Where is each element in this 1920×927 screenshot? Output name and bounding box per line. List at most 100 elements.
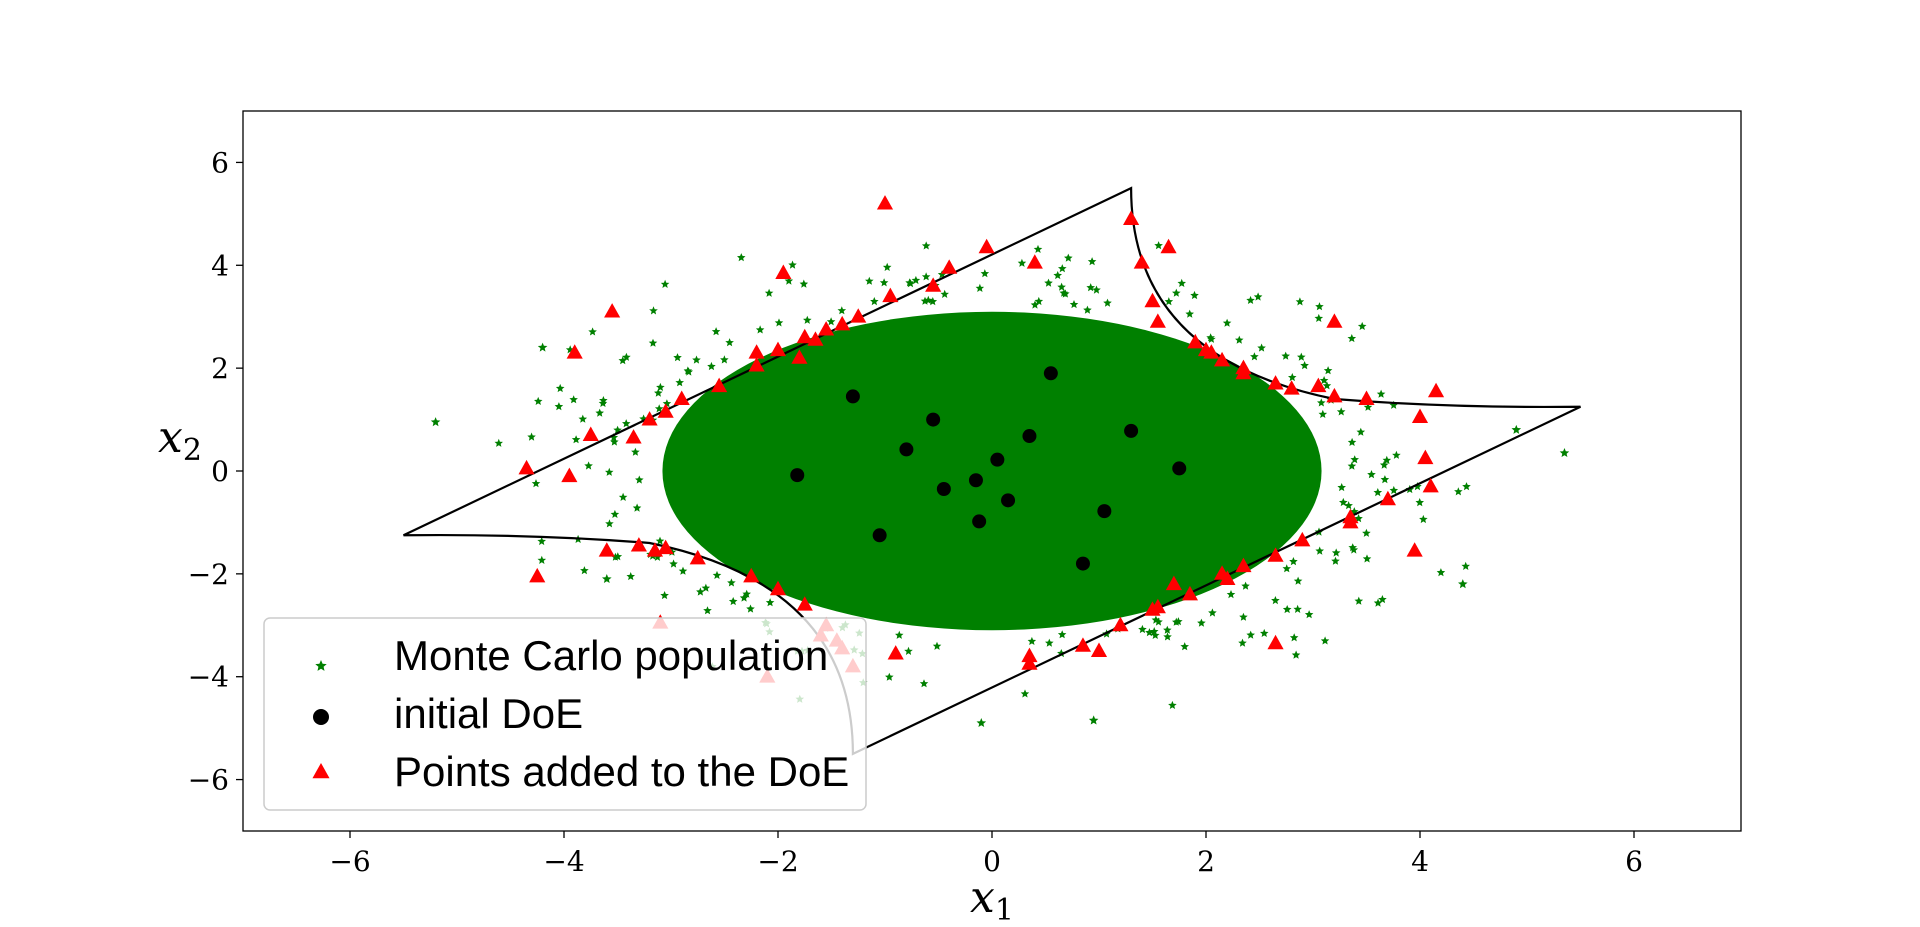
added-point [791, 349, 808, 364]
y-tick-label: −2 [188, 558, 229, 591]
added-point [641, 411, 658, 426]
added-point [876, 195, 894, 210]
doe-point [1043, 366, 1058, 381]
y-axis-label-sub: 2 [183, 433, 202, 468]
added-point [1267, 547, 1284, 562]
added-point [1187, 333, 1204, 349]
added-point [796, 328, 813, 344]
added-point [1144, 292, 1161, 308]
added-point [1181, 585, 1199, 601]
added-point [1411, 408, 1429, 423]
added-point [561, 467, 578, 483]
y-axis-label: x2 [158, 412, 202, 468]
added-point [818, 321, 835, 336]
limit-state-boundary [403, 186, 1581, 756]
population-outlier [976, 718, 987, 727]
x-tick-label: −6 [329, 845, 370, 878]
added-point [887, 645, 904, 660]
x-axis-label: x1 [970, 872, 1014, 927]
y-tick-label: 0 [211, 455, 229, 488]
added-point [673, 390, 690, 405]
added-point [1144, 601, 1161, 616]
added-point [1203, 344, 1220, 359]
doe-point [968, 473, 983, 488]
population-outlier [1511, 424, 1522, 434]
doe-point [845, 389, 860, 404]
monte-carlo-population [430, 241, 1570, 727]
x-tick-label: 2 [1197, 845, 1215, 878]
doe-point [872, 528, 887, 543]
axis-ticks: −6 −4 −2 0 2 4 6 −6 −4 −2 0 2 4 6 [188, 146, 1643, 878]
added-point [1149, 313, 1166, 328]
doe-point [1172, 461, 1187, 476]
legend-marker-circle [313, 709, 329, 725]
added-point [1294, 531, 1311, 547]
added-point [769, 580, 787, 596]
doe-point [1001, 493, 1016, 508]
added-point [518, 459, 535, 475]
x-tick-label: 0 [983, 845, 1001, 878]
added-point [625, 429, 642, 444]
added-point [775, 264, 792, 279]
population-outlier [1088, 715, 1099, 725]
added-point [711, 377, 728, 393]
population-outlier [430, 417, 441, 427]
added-point [1267, 375, 1284, 390]
population-outlier [602, 574, 612, 583]
added-point [925, 277, 942, 292]
added-point [1235, 557, 1252, 573]
added-point [1090, 642, 1108, 657]
added-point [689, 549, 706, 565]
legend-marker-triangle [312, 763, 330, 779]
x-tick-label: 6 [1625, 845, 1643, 878]
legend-label: initial DoE [394, 690, 583, 737]
added-point [598, 542, 615, 557]
y-tick-label: 4 [211, 249, 229, 282]
added-point [1165, 575, 1182, 591]
added-point [1026, 254, 1043, 269]
x-tick-label: −2 [757, 845, 798, 878]
added-point [1133, 254, 1150, 269]
y-tick-label: 2 [211, 352, 229, 385]
x-tick-label: −4 [543, 845, 584, 878]
y-tick-label: −6 [188, 764, 229, 797]
initial-doe-points [790, 366, 1187, 571]
added-point [1021, 655, 1038, 670]
added-point [582, 426, 599, 441]
doe-point [1097, 504, 1112, 519]
added-point [743, 567, 760, 583]
added-point [646, 542, 664, 557]
doe-point [990, 452, 1005, 467]
added-point [1326, 387, 1343, 403]
added-point [1417, 449, 1434, 465]
legend-label: Monte Carlo population [394, 632, 828, 679]
added-point [1235, 364, 1252, 380]
added-point [1379, 490, 1396, 506]
y-axis-label-main: x [158, 412, 183, 463]
added-point [769, 341, 787, 357]
added-point [630, 537, 647, 552]
doe-point [899, 442, 914, 457]
added-point [748, 344, 765, 359]
added-point [1021, 647, 1038, 663]
added-point [941, 259, 958, 274]
doe-point [1124, 423, 1139, 438]
added-point [1074, 637, 1092, 652]
added-point [1112, 616, 1129, 632]
added-point [1342, 513, 1359, 529]
added-point [566, 344, 583, 359]
legend-label: Points added to the DoE [394, 748, 849, 795]
added-point [1213, 351, 1231, 367]
added-point [1326, 313, 1343, 328]
doe-point [926, 412, 941, 427]
added-point [1283, 380, 1300, 395]
added-point [978, 238, 995, 254]
doe-point [1075, 556, 1090, 571]
added-point [807, 331, 824, 346]
population-outlier [1458, 579, 1468, 589]
boundary-curve [403, 186, 1581, 756]
added-point [1358, 390, 1375, 405]
added-point [529, 567, 546, 583]
